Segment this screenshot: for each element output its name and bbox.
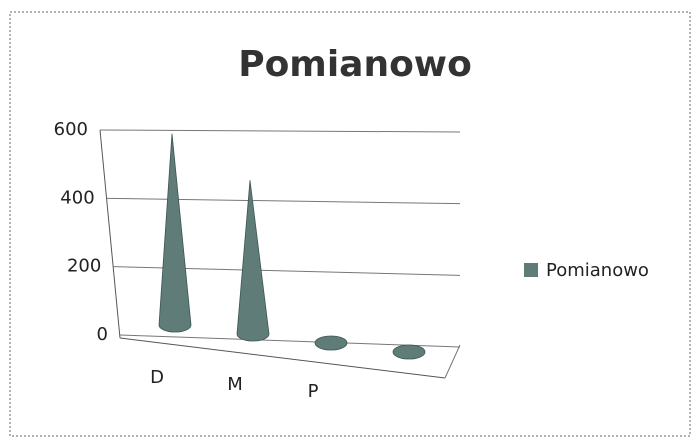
- cone: [392, 344, 426, 360]
- x-tick-label: P: [308, 381, 319, 402]
- x-tick-label: D: [150, 367, 164, 388]
- cone-base: [392, 344, 426, 360]
- cone: [158, 133, 192, 333]
- y-tick-label: 400: [60, 187, 94, 208]
- grid-line: [119, 334, 461, 348]
- y-tick-label: 0: [97, 324, 108, 345]
- floor-edge: [119, 337, 446, 379]
- cone: [314, 335, 348, 351]
- grid-line: [106, 197, 461, 205]
- y-tick-label: 200: [67, 256, 101, 277]
- cone-body: [236, 180, 270, 342]
- chart-border: [9, 11, 691, 437]
- floor-edge: [444, 344, 461, 379]
- grid-line: [99, 129, 461, 133]
- y-axis: [99, 129, 121, 339]
- cone: [236, 180, 270, 342]
- y-tick-label: 600: [54, 119, 88, 140]
- x-tick-label: M: [227, 374, 243, 395]
- legend-marker: [524, 263, 538, 277]
- cone-body: [158, 133, 192, 333]
- chart-title: Pomianowo: [238, 44, 472, 85]
- legend-label: Pomianowo: [546, 260, 649, 281]
- cone-base: [314, 335, 348, 351]
